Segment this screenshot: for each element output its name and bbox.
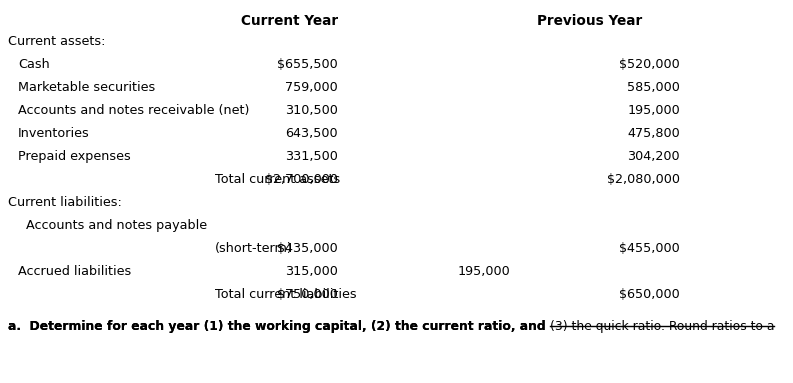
Text: Total current assets: Total current assets — [215, 173, 340, 186]
Text: (short-term): (short-term) — [215, 242, 293, 255]
Text: $520,000: $520,000 — [619, 58, 680, 71]
Text: Current liabilities:: Current liabilities: — [8, 196, 122, 209]
Text: Marketable securities: Marketable securities — [18, 81, 155, 94]
Text: 331,500: 331,500 — [285, 150, 338, 163]
Text: Cash: Cash — [18, 58, 50, 71]
Text: 585,000: 585,000 — [627, 81, 680, 94]
Text: 315,000: 315,000 — [285, 265, 338, 278]
Text: a.  Determine for each year (1) the working capital, (2) the current ratio, and: a. Determine for each year (1) the worki… — [8, 320, 550, 333]
Text: Inventories: Inventories — [18, 127, 90, 140]
Text: 304,200: 304,200 — [627, 150, 680, 163]
Text: 475,800: 475,800 — [627, 127, 680, 140]
Text: $655,500: $655,500 — [278, 58, 338, 71]
Text: 195,000: 195,000 — [627, 104, 680, 117]
Text: $2,080,000: $2,080,000 — [607, 173, 680, 186]
Text: $435,000: $435,000 — [278, 242, 338, 255]
Text: 643,500: 643,500 — [285, 127, 338, 140]
Text: Accounts and notes payable: Accounts and notes payable — [26, 219, 207, 232]
Text: $650,000: $650,000 — [619, 288, 680, 301]
Text: $750,000: $750,000 — [277, 288, 338, 301]
Text: Current assets:: Current assets: — [8, 35, 105, 48]
Text: $2,700,000: $2,700,000 — [265, 173, 338, 186]
Text: 195,000: 195,000 — [458, 265, 510, 278]
Text: a.  Determine for each year (1) the working capital, (2) the current ratio, and: a. Determine for each year (1) the worki… — [8, 320, 550, 333]
Text: $455,000: $455,000 — [619, 242, 680, 255]
Text: 759,000: 759,000 — [285, 81, 338, 94]
Text: Accounts and notes receivable (net): Accounts and notes receivable (net) — [18, 104, 249, 117]
Text: Prepaid expenses: Prepaid expenses — [18, 150, 131, 163]
Text: Accrued liabilities: Accrued liabilities — [18, 265, 132, 278]
Text: (3) the quick ratio. Round ratios to a: (3) the quick ratio. Round ratios to a — [550, 320, 775, 333]
Text: Total current liabilities: Total current liabilities — [215, 288, 357, 301]
Text: Previous Year: Previous Year — [538, 14, 642, 28]
Text: 310,500: 310,500 — [285, 104, 338, 117]
Text: Current Year: Current Year — [241, 14, 339, 28]
